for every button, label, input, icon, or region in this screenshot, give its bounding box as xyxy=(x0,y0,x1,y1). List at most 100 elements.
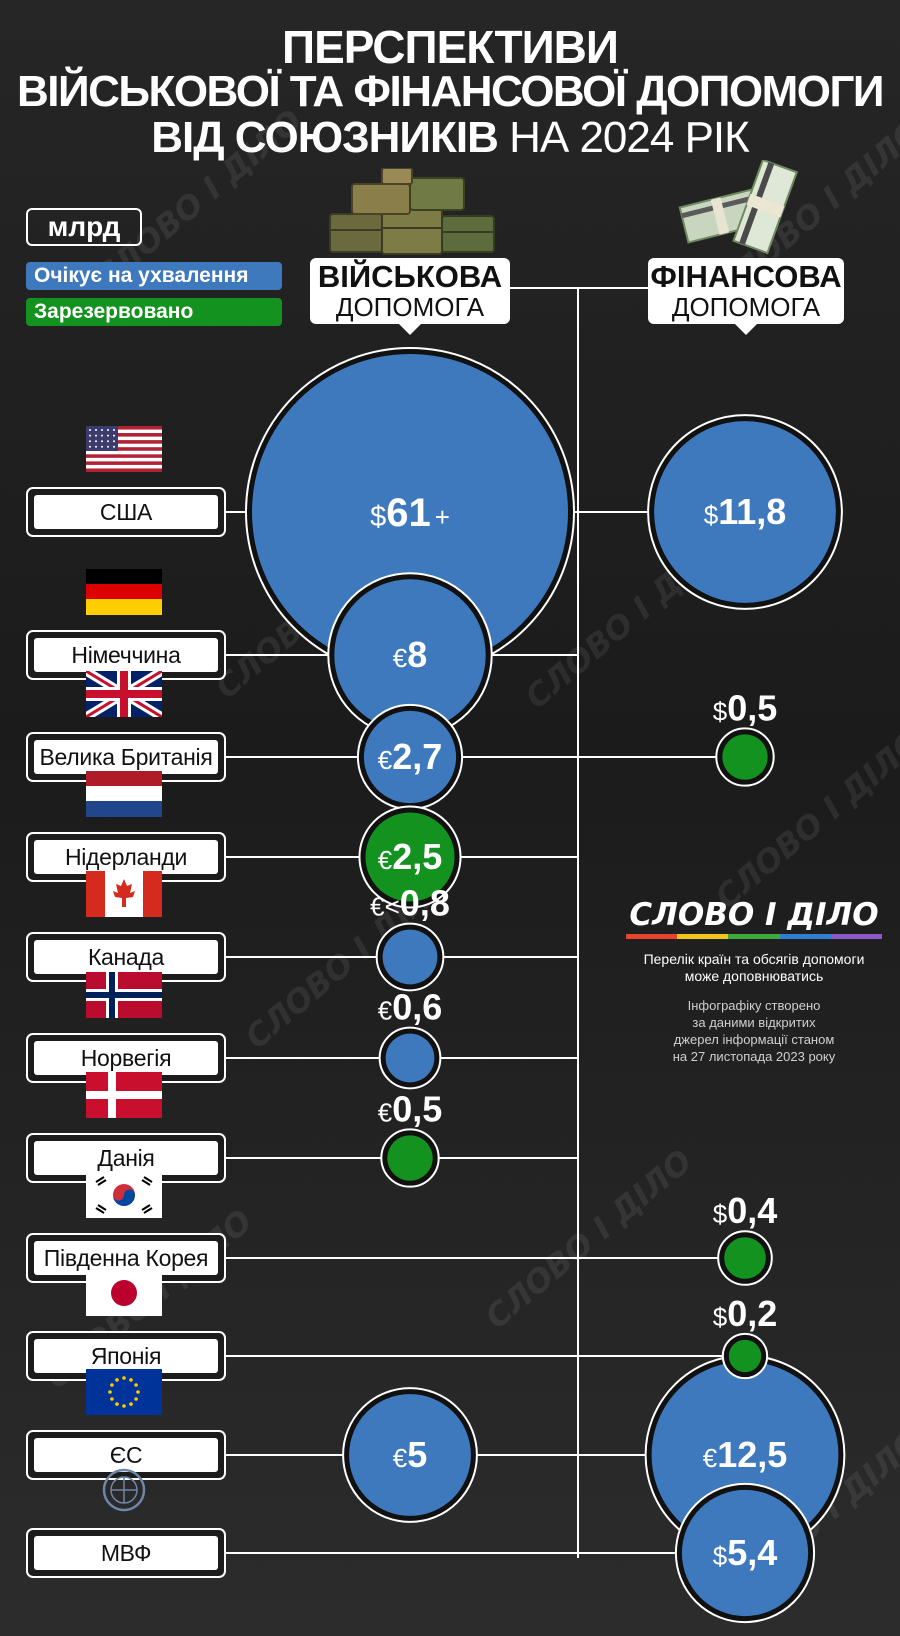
country-label: Данія xyxy=(26,1133,226,1183)
japan-flag-icon xyxy=(86,1270,162,1316)
military-bubble-canada xyxy=(375,922,445,992)
financial-bubble-south-korea xyxy=(717,1230,773,1286)
value-number: 0,6 xyxy=(392,987,442,1028)
financial-header-bold: ФІНАНСОВА xyxy=(650,259,842,294)
bubble-value-label: $0,4 xyxy=(713,1190,778,1231)
bubble-mark xyxy=(349,1394,471,1516)
usa-flag-icon xyxy=(86,426,162,472)
bubble-value-label: €12,5 xyxy=(703,1434,788,1475)
country-label: США xyxy=(26,487,226,537)
bubble-value-label: €5 xyxy=(393,1434,428,1475)
page-title-line2: ВІЙСЬКОВОЇ ТА ФІНАНСОВОЇ ДОПОМОГИ xyxy=(16,67,885,116)
legend-reserved: Зарезервовано xyxy=(26,298,282,326)
money-stack-icon xyxy=(678,160,799,255)
country-label: ЄС xyxy=(26,1430,226,1480)
value-number: 5,4 xyxy=(727,1532,777,1573)
bubble-mark xyxy=(363,710,457,804)
bubble-mark xyxy=(365,812,455,902)
military-crates-icon xyxy=(329,168,495,255)
logo-block: СЛОВО І ДІЛО Перелік країн та обсягів до… xyxy=(626,897,883,1065)
military-column-header: ВІЙСЬКОВА ДОПОМОГА xyxy=(310,258,510,335)
value-number: 0,4 xyxy=(727,1190,777,1231)
note-line: джерел інформації станом xyxy=(673,1032,835,1047)
value-number: 0,2 xyxy=(727,1293,777,1334)
value-number: 12,5 xyxy=(717,1434,787,1475)
note-line: Перелік країн та обсягів допомоги xyxy=(643,951,865,967)
currency-symbol: € xyxy=(378,845,393,875)
logo: СЛОВО І ДІЛО xyxy=(629,897,879,933)
bubble-mark xyxy=(334,579,486,731)
imf-logo-icon xyxy=(86,1467,162,1513)
bubble-value-label: €2,5 xyxy=(378,836,443,877)
logo-bar-segment xyxy=(728,934,780,939)
country-name: США xyxy=(34,495,218,529)
currency-symbol: $ xyxy=(713,1541,728,1571)
value-number: 61 xyxy=(386,491,431,535)
netherlands-flag-icon xyxy=(86,771,162,817)
country-label: МВФ xyxy=(26,1528,226,1578)
currency-symbol: € xyxy=(378,996,393,1026)
currency-symbol: $ xyxy=(370,501,386,533)
currency-symbol: € xyxy=(393,643,408,673)
note-line: за даними відкритих xyxy=(692,1015,816,1030)
uk-flag-icon xyxy=(86,671,162,717)
bubble-value-label: €0,5 xyxy=(378,1088,443,1129)
bubble-mark xyxy=(382,929,438,985)
value-number: 2,5 xyxy=(392,836,442,877)
bubble-mark xyxy=(654,421,836,603)
military-bubble-germany xyxy=(327,572,493,738)
note-line: Інфографіку створено xyxy=(687,998,821,1013)
currency-symbol: € xyxy=(393,1443,408,1473)
bubble-value-label: €0,6 xyxy=(378,987,443,1028)
bubble-value-label: $5,4 xyxy=(713,1532,778,1573)
value-number: 2,7 xyxy=(392,736,442,777)
military-bubble-norway xyxy=(378,1026,442,1090)
military-header-normal: ДОПОМОГА xyxy=(335,292,485,322)
value-suffix: + xyxy=(435,502,450,532)
financial-bubble-imf xyxy=(674,1482,816,1624)
logo-color-bar xyxy=(626,934,883,939)
currency-symbol: $ xyxy=(704,500,719,530)
unit-badge: млрд xyxy=(26,208,142,246)
bubble-mark xyxy=(728,1339,762,1373)
page-title-line1: ПЕРСПЕКТИВИ xyxy=(282,21,619,73)
eu-flag-icon xyxy=(86,1369,162,1415)
currency-symbol: €< xyxy=(370,892,400,922)
value-number: 0,5 xyxy=(392,1088,442,1129)
germany-flag-icon xyxy=(86,569,162,615)
military-bubble-usa xyxy=(245,347,575,677)
note-completeness: Перелік країн та обсягів допомоги може д… xyxy=(626,951,882,985)
country-name: Канада xyxy=(34,940,218,974)
military-bubble-uk xyxy=(356,703,464,811)
norway-flag-icon xyxy=(86,972,162,1018)
country-name: Нідерланди xyxy=(34,840,218,874)
currency-symbol: $ xyxy=(713,696,728,726)
bubble-mark xyxy=(681,1489,809,1617)
bubble-value-label: €8 xyxy=(393,634,428,675)
bubble-value-label: $61 + xyxy=(370,491,450,535)
military-bubble-eu xyxy=(342,1387,478,1523)
country-name: Норвегія xyxy=(34,1041,218,1075)
logo-bar-segment xyxy=(626,934,678,939)
bubble-value-label: €2,7 xyxy=(378,736,443,777)
financial-bubble-usa xyxy=(647,414,843,610)
currency-symbol: € xyxy=(703,1443,718,1473)
bubble-mark xyxy=(724,1237,766,1279)
financial-bubble-japan xyxy=(721,1332,769,1380)
military-bubble-netherlands xyxy=(358,805,462,909)
bubble-value-label: $0,5 xyxy=(713,687,778,728)
currency-symbol: € xyxy=(378,1097,393,1127)
legend-pending: Очікує на ухвалення xyxy=(26,262,282,290)
currency-symbol: $ xyxy=(713,1302,728,1332)
denmark-flag-icon xyxy=(86,1072,162,1118)
country-name: Південна Корея xyxy=(34,1241,218,1275)
financial-bubble-uk xyxy=(715,727,775,787)
financial-column-header: ФІНАНСОВА ДОПОМОГА xyxy=(648,258,844,335)
logo-bar-segment xyxy=(779,934,831,939)
note-source: Інфографіку створено за даними відкритих… xyxy=(626,997,882,1065)
bubble-mark xyxy=(385,1033,435,1083)
value-number: 0,8 xyxy=(400,883,450,924)
bubble-mark xyxy=(722,734,768,780)
country-name: ЄС xyxy=(34,1438,218,1472)
